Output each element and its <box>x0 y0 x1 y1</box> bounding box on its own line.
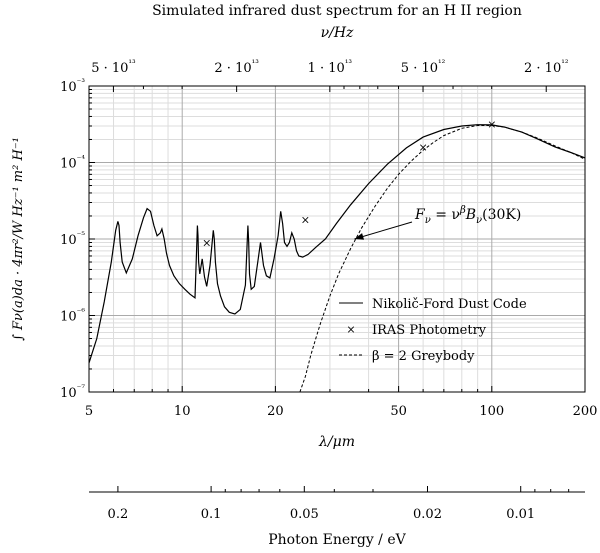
x-tick-label: 100 <box>479 404 504 419</box>
x-tick-label: 50 <box>390 404 407 419</box>
top-tick-label: 2 · 10¹³ <box>214 59 259 76</box>
energy-tick-label: 0.01 <box>506 507 535 522</box>
x-axis-label: λ/μm <box>318 434 355 450</box>
iras-point: × <box>202 237 211 250</box>
plot-frame <box>88 85 586 393</box>
x-tick-label: 200 <box>573 404 598 419</box>
energy-tick-label: 0.02 <box>413 507 442 522</box>
greybody-annotation: Fν = νβBν(30K) <box>354 205 521 240</box>
energy-tick-label: 0.05 <box>290 507 319 522</box>
annotation-arrow <box>354 221 413 240</box>
top-tick-label: 5 · 10¹² <box>401 59 446 76</box>
annotation-arrowhead <box>354 233 365 240</box>
x-tick-label: 10 <box>174 404 191 419</box>
y-tick-label: 10⁻³ <box>60 78 85 95</box>
iras-point: × <box>487 118 496 131</box>
y-tick-label: 10⁻⁶ <box>60 308 85 325</box>
grid-lines <box>89 86 585 392</box>
iras-point: × <box>419 141 428 154</box>
legend-label-greybody: β = 2 Greybody <box>372 349 475 364</box>
top-tick-label: 1 · 10¹³ <box>308 59 353 76</box>
y-tick-label: 10⁻⁴ <box>60 155 85 172</box>
legend: Nikolič-Ford Dust Code × IRAS Photometry… <box>339 297 527 364</box>
annotation-formula: Fν = νβBν(30K) <box>414 205 521 226</box>
top-tick-label: 2 · 10¹² <box>524 59 569 76</box>
y-tick-label: 10⁻⁷ <box>60 384 85 401</box>
legend-marker-iras: × <box>346 323 355 336</box>
series-dust-code-line <box>89 124 585 364</box>
series-layer: × × × × <box>89 118 585 392</box>
iras-point: × <box>301 213 310 226</box>
energy-tick-label: 0.1 <box>201 507 222 522</box>
x-tick-label: 5 <box>85 404 93 419</box>
x-tick-label: 20 <box>267 404 284 419</box>
y-axis-label: ∫ Fν(a)da · 4πr²/W Hz⁻¹ m² H⁻¹ <box>11 137 26 341</box>
legend-label-model: Nikolič-Ford Dust Code <box>372 297 527 312</box>
chart-title: Simulated infrared dust spectrum for an … <box>152 3 522 19</box>
top-axis-label: ν/Hz <box>321 25 354 41</box>
photon-energy-ticks: 0.2 0.1 0.05 0.02 0.01 <box>108 486 570 522</box>
y-tick-label: 10⁻⁵ <box>60 231 85 248</box>
top-tick-label: 5 · 10¹³ <box>91 59 136 76</box>
energy-tick-label: 0.2 <box>108 507 129 522</box>
legend-label-iras: IRAS Photometry <box>372 323 487 338</box>
photon-energy-axis-label: Photon Energy / eV <box>268 532 406 548</box>
series-greybody-line <box>299 125 585 392</box>
